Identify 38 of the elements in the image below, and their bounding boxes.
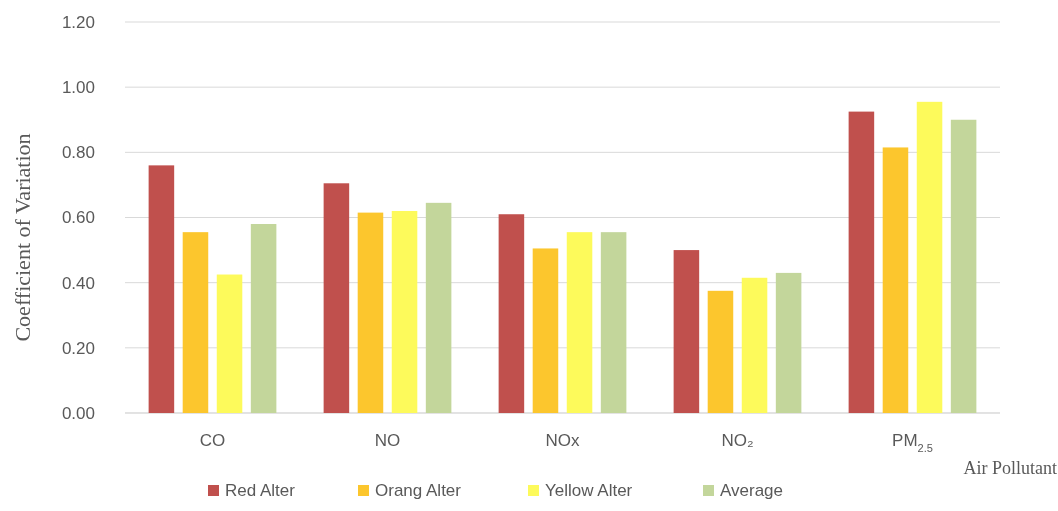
y-tick-label: 1.20 xyxy=(61,12,95,32)
y-tick-label: 0.60 xyxy=(61,208,95,228)
legend-label: Orang Alter xyxy=(375,481,462,500)
bar xyxy=(182,232,209,413)
legend-label: Yellow Alter xyxy=(545,481,633,500)
bar xyxy=(775,272,802,413)
bar xyxy=(498,214,525,413)
bar xyxy=(741,277,768,413)
bar xyxy=(600,232,627,413)
bar xyxy=(391,210,418,413)
bar xyxy=(882,147,909,413)
y-tick-label: 0.80 xyxy=(61,143,95,163)
bar xyxy=(707,290,734,413)
bar xyxy=(848,111,875,413)
y-axis-title: Coefficient of Variation xyxy=(10,133,35,342)
x-tick-label: NO xyxy=(374,431,401,450)
y-tick-label: 1.00 xyxy=(61,78,95,98)
bar xyxy=(148,165,175,413)
legend-label: Red Alter xyxy=(225,481,296,500)
legend-label: Average xyxy=(720,481,784,500)
x-tick-label: PM$_{2.5}$ xyxy=(892,431,933,454)
bar xyxy=(532,248,559,413)
bar xyxy=(323,183,350,413)
x-tick-label: CO xyxy=(199,431,226,450)
bar xyxy=(425,202,452,413)
bar xyxy=(250,224,277,413)
bar xyxy=(566,232,593,413)
bar xyxy=(950,119,977,413)
bar xyxy=(216,274,243,413)
y-tick-label: 0.40 xyxy=(61,273,95,293)
y-tick-label: 0.20 xyxy=(61,338,95,358)
x-tick-label: NOx xyxy=(545,431,580,450)
bar xyxy=(916,101,943,413)
x-axis-title: Air Pollutant xyxy=(963,458,1057,478)
y-tick-label: 0.00 xyxy=(61,403,95,423)
bar xyxy=(673,250,700,413)
bar xyxy=(357,212,384,413)
x-tick-label: NO₂ xyxy=(721,431,754,450)
